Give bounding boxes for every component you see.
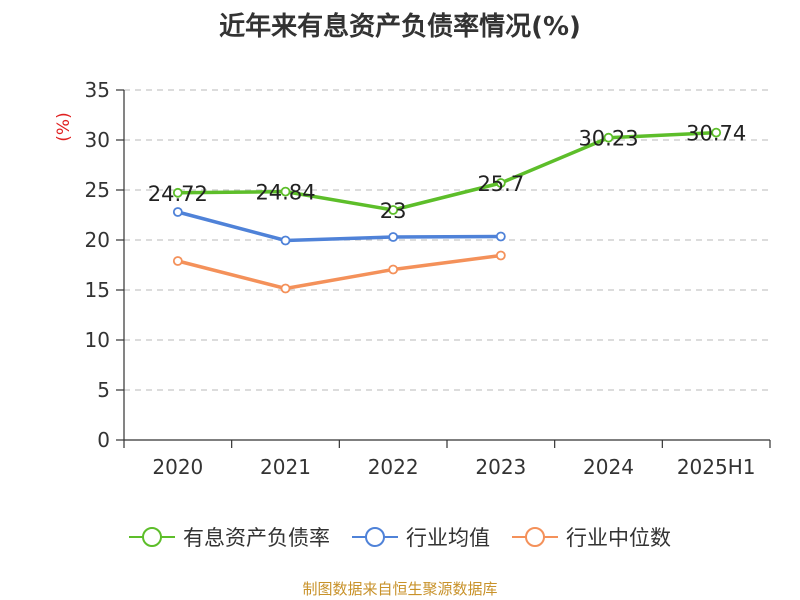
x-tick-label: 2024 (583, 455, 634, 479)
series-line (177, 130, 717, 212)
data-point (495, 231, 506, 242)
data-point (280, 186, 291, 197)
data-point (495, 250, 506, 261)
y-tick-label: 35 (85, 78, 110, 102)
legend-item[interactable]: 行业均值 (352, 522, 490, 552)
legend-item[interactable]: 行业中位数 (512, 522, 671, 552)
y-tick-label: 20 (85, 228, 110, 252)
data-point (280, 283, 291, 294)
x-tick-label: 2021 (260, 455, 311, 479)
data-label: 24.72 (148, 182, 208, 206)
series-1 (172, 207, 506, 246)
source-note: 制图数据来自恒生聚源数据库 (302, 580, 498, 598)
grid-lines (124, 89, 770, 391)
data-point (280, 235, 291, 246)
y-tick-label: 15 (85, 278, 110, 302)
legend-label: 有息资产负债率 (183, 526, 330, 550)
legend-label: 行业中位数 (566, 526, 671, 550)
y-axis-label: (%) (54, 112, 74, 141)
data-point (603, 132, 614, 143)
data-point (495, 178, 506, 188)
x-tick-label: 2022 (368, 455, 419, 479)
data-label: 30.74 (686, 122, 746, 146)
series-2 (172, 250, 506, 294)
data-point (388, 232, 399, 242)
legend: 有息资产负债率 行业均值 行业中位数 (0, 520, 800, 554)
series-line (177, 253, 502, 291)
y-tick-label: 0 (97, 428, 110, 452)
data-label: 25.7 (477, 172, 524, 196)
data-point (172, 187, 183, 198)
legend-swatch (512, 527, 558, 547)
data-label: 24.84 (255, 181, 315, 205)
data-point (172, 207, 183, 217)
axes: 0 5 10 15 20 25 30 35 2020 2021 2022 2023 2024 2025H1 (85, 78, 771, 479)
data-point (388, 264, 399, 275)
data-label: 23 (380, 199, 407, 223)
data-point (711, 127, 722, 138)
legend-item[interactable]: 有息资产负债率 (129, 522, 330, 552)
legend-label: 行业均值 (406, 526, 490, 550)
series-0 (172, 127, 722, 215)
x-tick-label: 2025H1 (677, 455, 756, 479)
legend-swatch (129, 527, 175, 547)
x-tick-label: 2020 (152, 455, 203, 479)
data-labels: 24.72 24.84 23 25.7 30.23 30.74 (148, 122, 746, 223)
y-tick-label: 5 (97, 378, 110, 402)
y-tick-label: 30 (85, 128, 110, 152)
series-lines (172, 127, 722, 294)
x-tick-label: 2023 (475, 455, 526, 479)
data-label: 30.23 (578, 127, 638, 151)
y-tick-label: 25 (85, 178, 110, 202)
series-line (177, 210, 501, 243)
legend-swatch (352, 527, 398, 547)
y-tick-label: 10 (85, 328, 110, 352)
data-point (388, 205, 399, 215)
data-point (172, 256, 183, 266)
chart-title: 近年来有息资产负债率情况(%) (219, 12, 581, 42)
